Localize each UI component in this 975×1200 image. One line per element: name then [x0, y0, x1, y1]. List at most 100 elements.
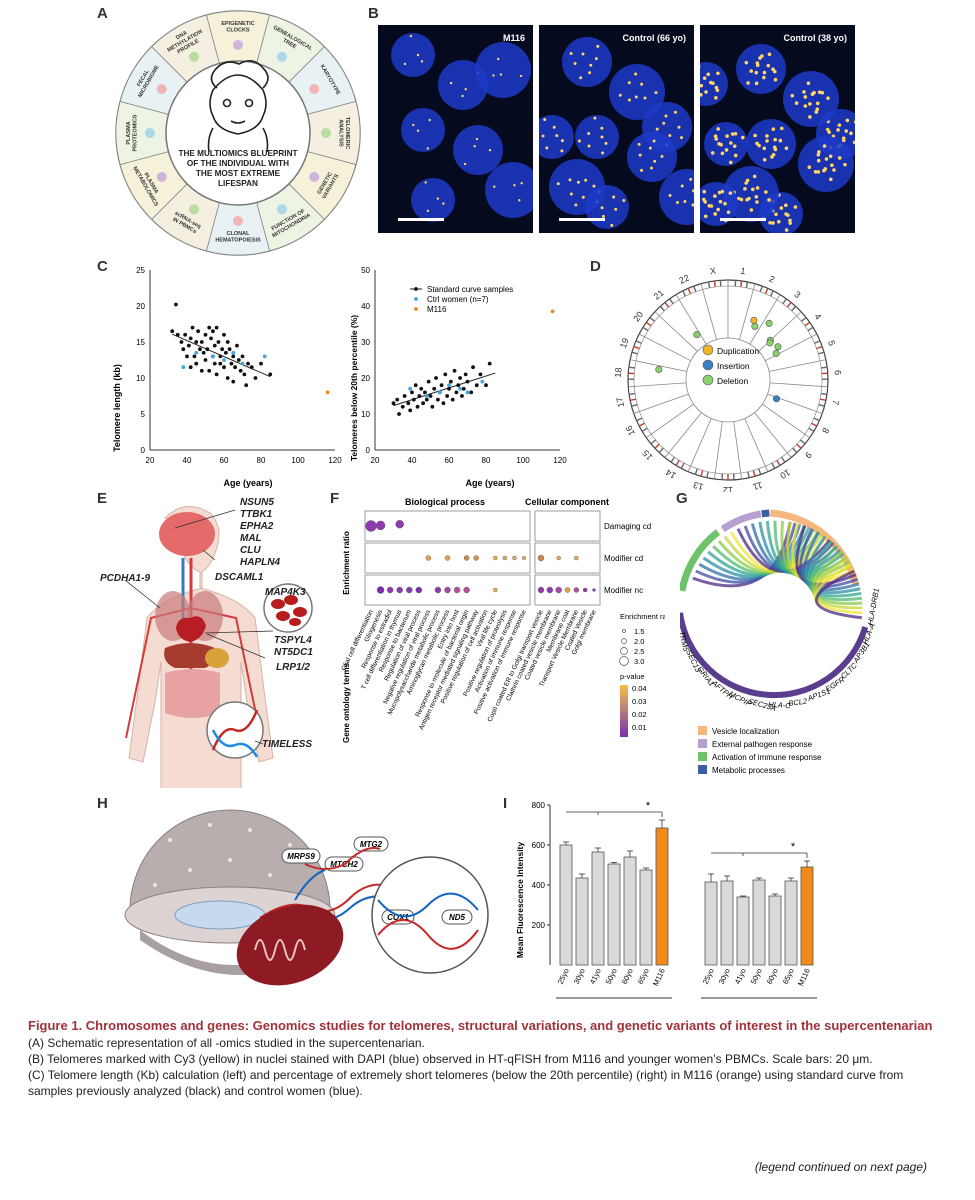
gene-label-timeless: TIMELESS [262, 739, 313, 750]
telomere-spot [770, 155, 774, 159]
go-dot [521, 556, 526, 561]
data-point [222, 365, 226, 370]
size-legend-label: 3.0 [634, 657, 644, 666]
go-dot [376, 586, 385, 594]
telomere-spot [741, 135, 745, 140]
telomere-spot [749, 69, 754, 73]
telomere-spot [724, 148, 729, 152]
chromosome-label: X [709, 266, 716, 277]
telomere-spot [716, 71, 720, 76]
telomere-spot [463, 162, 467, 166]
chromosome-divider [754, 412, 792, 458]
variant-marker [693, 331, 701, 339]
data-point [214, 372, 219, 377]
telomere-spot [496, 57, 500, 61]
cytoband [631, 403, 638, 407]
telomere-spot [720, 151, 725, 156]
pvalue-tick-label: 0.04 [632, 684, 647, 693]
caption-line-a: (A) Schematic representation of all -omi… [28, 1036, 425, 1050]
cytoband [814, 340, 821, 344]
legend-swatch [698, 739, 707, 748]
nucleus [736, 44, 786, 94]
omics-icon [309, 84, 320, 94]
y-tick-label: 50 [361, 266, 370, 275]
telomere-spot [803, 104, 808, 108]
go-dot [493, 555, 498, 561]
nuclei-image [700, 44, 855, 233]
telomere-spot [715, 88, 720, 93]
cytoband [799, 439, 806, 445]
chromosome-label: 5 [826, 339, 837, 347]
telomere-spot [752, 174, 757, 179]
cytoband [796, 443, 802, 449]
legend-marker [414, 297, 418, 301]
telomere-spot [815, 101, 820, 106]
size-legend-label: 1.5 [634, 627, 644, 636]
telomere-spot [816, 170, 821, 174]
telomere-spot [702, 197, 706, 202]
telomere-spot [493, 185, 496, 188]
telomere-spot [520, 182, 523, 185]
facet-row-label: Damaging cd [604, 522, 651, 531]
chromosome-label: 17 [614, 396, 626, 408]
data-point [236, 358, 241, 362]
go-dot [537, 586, 545, 594]
telomere-spot [793, 205, 798, 209]
telomere-spot [771, 221, 775, 225]
telomere-spot [822, 168, 826, 173]
data-point [244, 383, 249, 388]
data-point [179, 340, 184, 344]
panel-letter-d: D [590, 258, 601, 275]
data-point [194, 350, 199, 355]
telomere-spot [426, 209, 430, 213]
telomere-spot [743, 186, 747, 191]
data-point [434, 376, 438, 380]
regression-line [393, 372, 496, 407]
bar [591, 851, 605, 966]
y-tick-label: 0 [141, 446, 146, 455]
telomere-spot [788, 221, 793, 225]
telomere-spot [601, 214, 605, 218]
telomere-spot [802, 90, 806, 94]
y-tick-label: 5 [141, 410, 146, 419]
cytoband [818, 403, 825, 407]
chromosome-label: 6 [833, 370, 843, 376]
telomere-spot [728, 191, 733, 195]
telomere-spot [581, 195, 585, 199]
arc-metabolic [761, 509, 770, 518]
omics-icon [189, 204, 199, 215]
legend-marker [702, 344, 714, 356]
y-tick-label: 30 [361, 338, 370, 347]
telomere-spot [728, 160, 733, 165]
data-point [225, 376, 230, 380]
cytoband [780, 456, 786, 463]
wheel-segment-label: TELOMERICANALYSIS [338, 117, 351, 149]
telomere-spot [541, 134, 545, 138]
telomere-spot [673, 110, 677, 114]
cytoband [707, 281, 711, 288]
go-dot [502, 555, 508, 561]
go-dot [564, 587, 571, 593]
nucleus [411, 178, 455, 222]
data-point [426, 379, 431, 384]
size-legend-title: Enrichment ratio [620, 612, 665, 621]
x-tick-label: 40 [183, 456, 192, 465]
telomere-spot [714, 96, 718, 100]
legend-label: Ctrl women (n=7) [427, 295, 489, 304]
y-axis-label: Telomere length (kb) [112, 364, 122, 452]
data-point [223, 350, 228, 355]
telomere-spot [837, 156, 842, 160]
chromosome-label: 21 [652, 288, 666, 302]
nuclei-image [539, 37, 694, 229]
telomere-spot [765, 139, 769, 143]
data-point [436, 397, 440, 402]
legend-label: M116 [427, 305, 447, 314]
telomere-spot [778, 138, 783, 143]
telomere-spot [424, 181, 427, 184]
data-point [417, 394, 422, 398]
telomere-spot [691, 203, 694, 207]
significance-star: * [646, 800, 651, 812]
chromosome-label: 9 [803, 450, 814, 460]
chromosome-label: 3 [792, 289, 802, 300]
nucleus [549, 159, 605, 215]
